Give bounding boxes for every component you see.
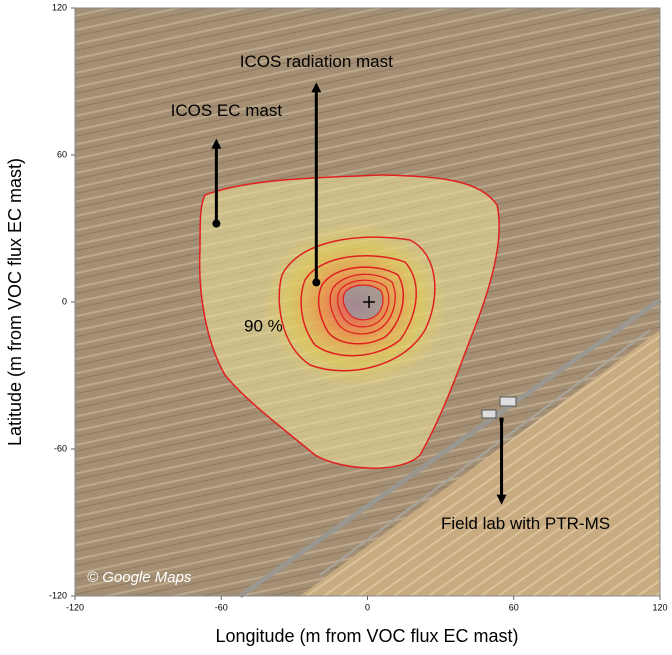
mast-point — [312, 278, 321, 287]
map-credit: © Google Maps — [87, 569, 192, 586]
lab-point — [499, 417, 504, 422]
annotation-label: ICOS radiation mast — [240, 52, 393, 71]
x-axis-label: Longitude (m from VOC flux EC mast) — [215, 626, 518, 646]
mast-point — [212, 219, 221, 228]
arrow-head — [211, 138, 222, 149]
arrow-head — [311, 82, 322, 93]
y-tick-label: -60 — [54, 443, 67, 453]
y-tick-label: 120 — [52, 2, 67, 12]
x-tick-label: 120 — [652, 602, 667, 612]
x-tick-label: 60 — [509, 602, 519, 612]
x-tick-label: -120 — [66, 602, 84, 612]
footprint — [198, 174, 500, 469]
annotation-label: ICOS EC mast — [171, 101, 283, 120]
y-tick-label: -120 — [49, 590, 67, 600]
map-background — [75, 8, 662, 599]
x-tick-label: -60 — [215, 602, 228, 612]
annotation-label: Field lab with PTR-MS — [441, 514, 610, 533]
y-tick-label: 60 — [57, 149, 67, 159]
y-tick-label: 0 — [62, 296, 67, 306]
contour-label: 90 % — [244, 316, 283, 335]
y-axis-label: Latitude (m from VOC flux EC mast) — [5, 158, 25, 446]
arrow-head — [496, 494, 507, 505]
x-tick-label: 0 — [365, 602, 370, 612]
